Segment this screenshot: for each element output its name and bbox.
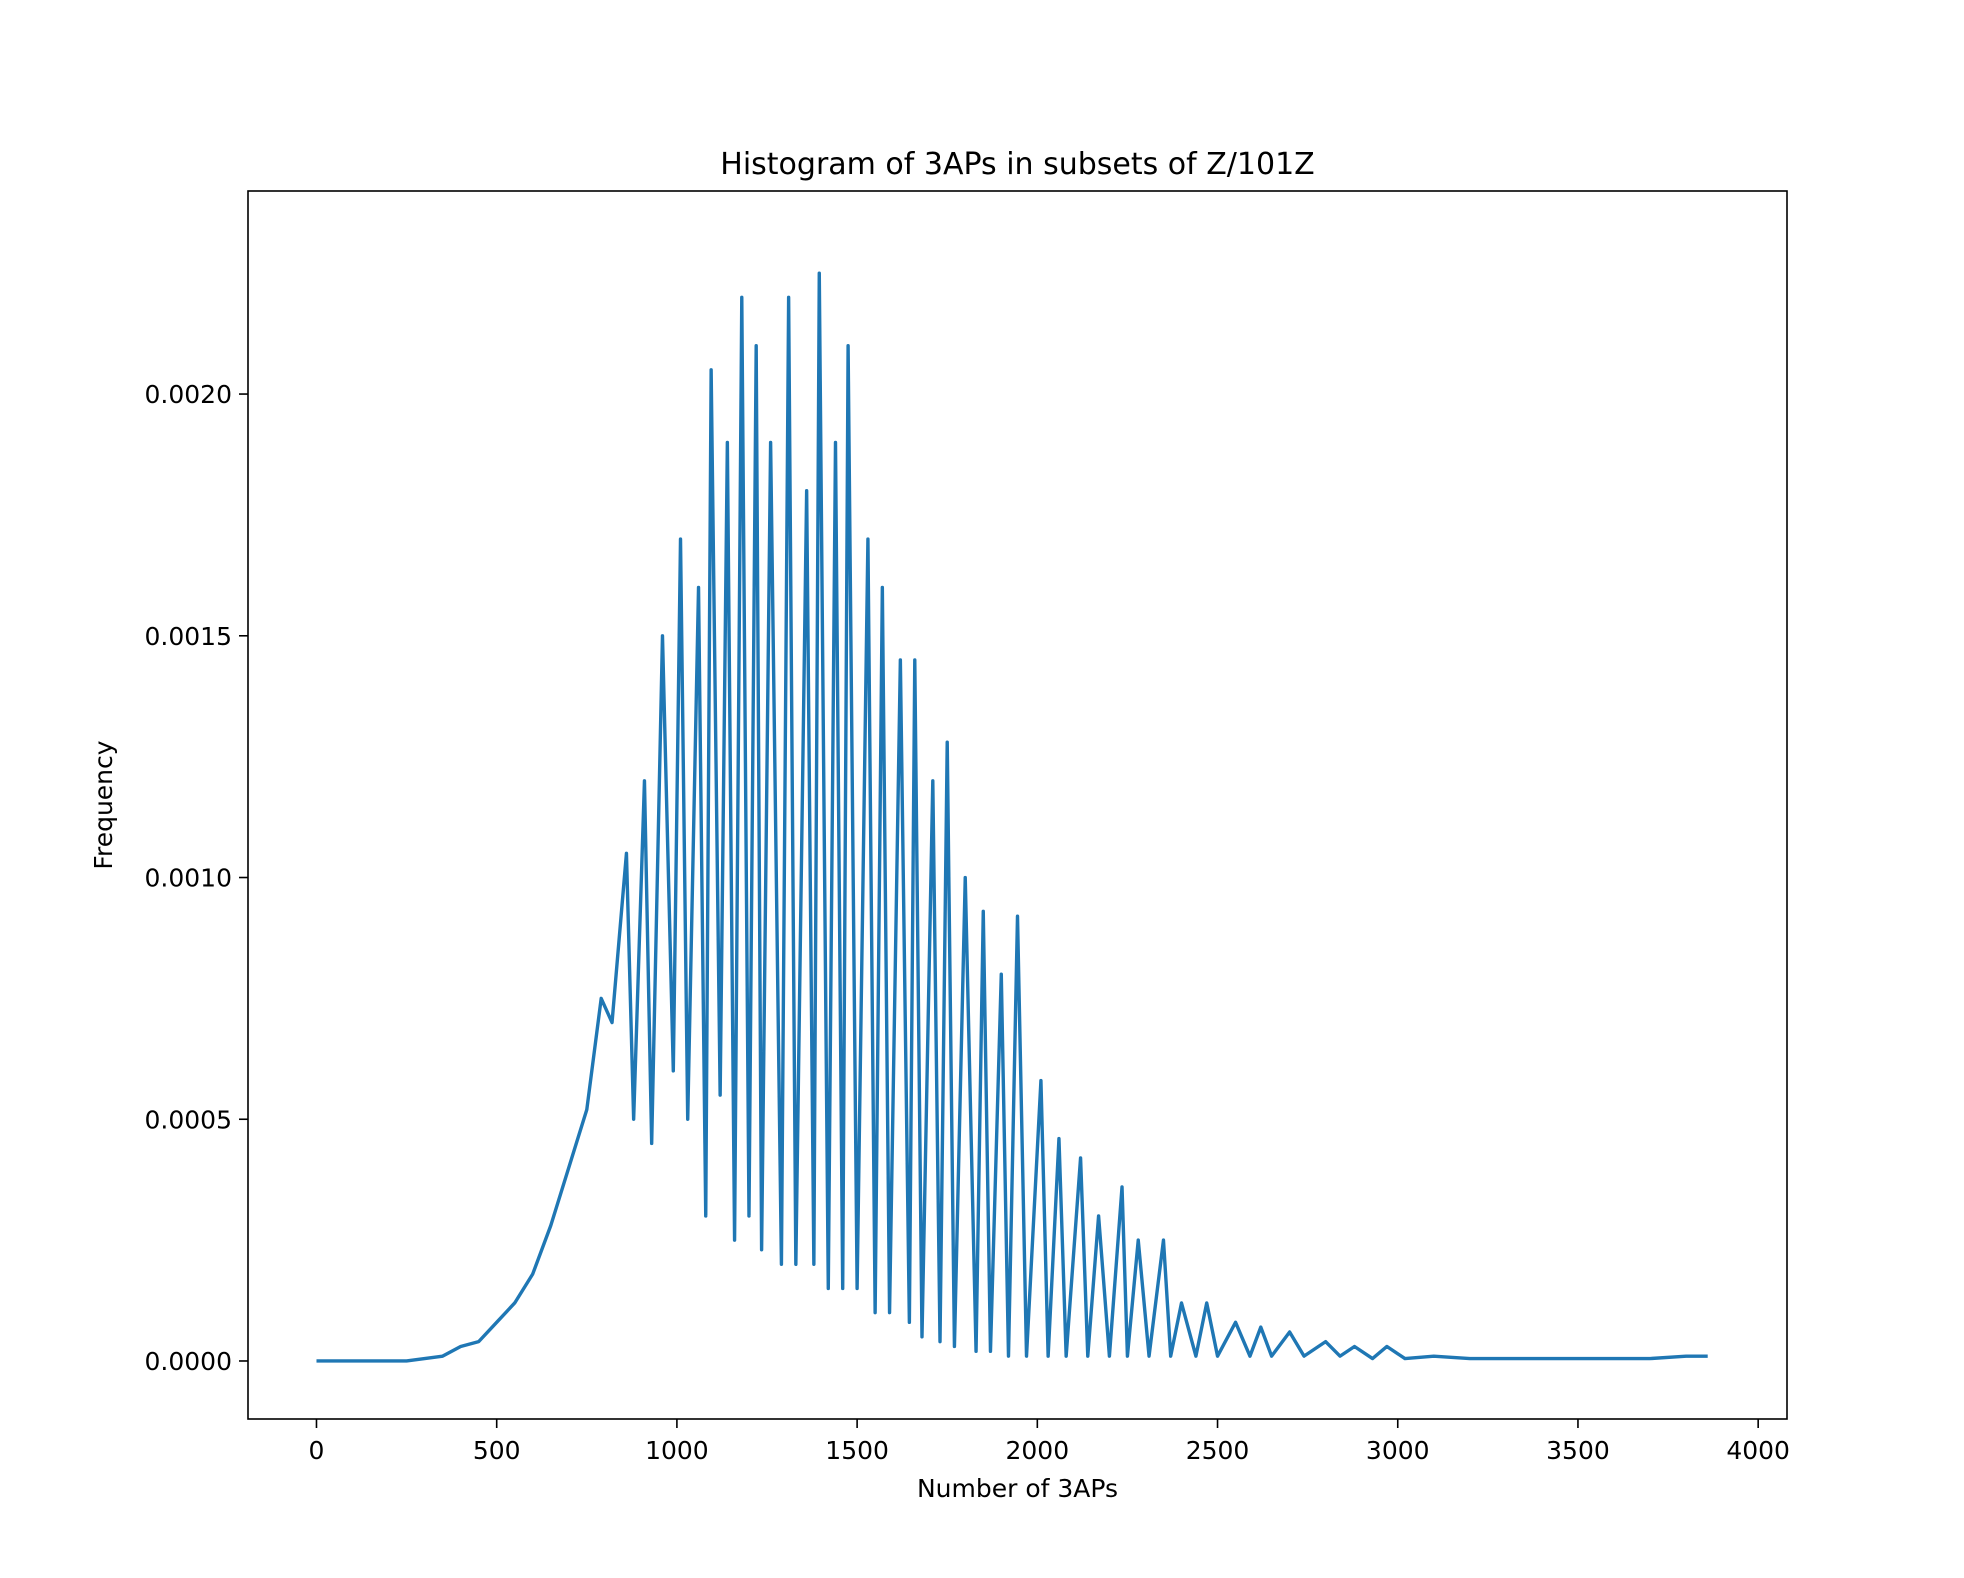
x-tick-label: 1500 <box>825 1436 889 1465</box>
axes-frame <box>247 190 1788 1420</box>
x-tick-label: 4000 <box>1726 1436 1790 1465</box>
x-tick-label: 2500 <box>1186 1436 1250 1465</box>
x-tick-label: 2000 <box>1006 1436 1070 1465</box>
x-axis-label: Number of 3APs <box>917 1474 1118 1503</box>
y-tick-label: 0.0000 <box>145 1347 232 1376</box>
y-tick-label: 0.0005 <box>145 1105 232 1134</box>
y-tick-label: 0.0020 <box>145 380 232 409</box>
x-tick-label: 1000 <box>645 1436 709 1465</box>
x-tick-label: 3500 <box>1546 1436 1610 1465</box>
plot-area <box>247 190 1788 1420</box>
y-axis-label: Frequency <box>89 740 118 869</box>
y-axis: 0.0000 0.0005 0.0010 0.0015 0.0020 <box>145 380 248 1376</box>
y-tick-label: 0.0010 <box>145 864 232 893</box>
axes-background <box>248 191 1787 1419</box>
series-line <box>316 271 1708 1363</box>
x-tick-label: 0 <box>309 1436 325 1465</box>
x-tick-label: 500 <box>473 1436 521 1465</box>
x-axis: 0 500 1000 1500 2000 2500 3000 3500 4000 <box>309 1419 1790 1465</box>
y-tick-label: 0.0015 <box>145 622 232 651</box>
x-tick-label: 3000 <box>1366 1436 1430 1465</box>
chart-title: Histogram of 3APs in subsets of Z/101Z <box>720 147 1314 182</box>
